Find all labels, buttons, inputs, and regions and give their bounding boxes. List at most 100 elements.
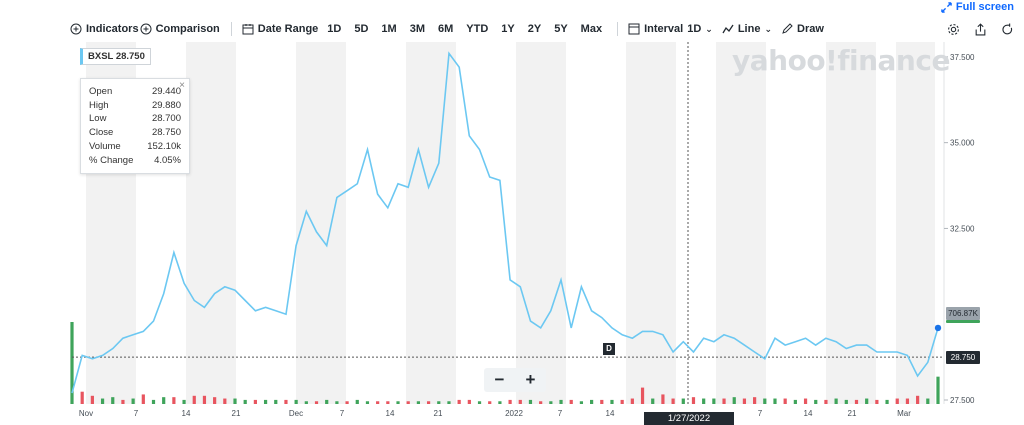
week-stripes bbox=[86, 42, 935, 404]
pencil-icon bbox=[782, 23, 793, 34]
volume-bar bbox=[182, 399, 186, 404]
zoom-in-button[interactable]: + bbox=[525, 370, 536, 389]
zoom-out-button[interactable]: − bbox=[494, 370, 505, 389]
x-tick-label: Dec bbox=[289, 409, 303, 418]
volume-bar bbox=[396, 401, 400, 404]
volume-bar bbox=[365, 401, 370, 404]
volume-bar bbox=[905, 398, 910, 404]
volume-bar bbox=[732, 397, 736, 404]
volume-bar bbox=[722, 398, 726, 404]
volume-bar bbox=[895, 398, 899, 404]
volume-bar bbox=[651, 398, 655, 404]
volume-bar bbox=[406, 401, 410, 404]
zoom-controls: − + bbox=[484, 368, 546, 392]
dividend-marker[interactable]: D bbox=[603, 343, 615, 355]
volume-bar bbox=[111, 397, 115, 404]
volume-bar bbox=[854, 399, 859, 404]
volume-bar bbox=[600, 399, 604, 404]
date-range-label: Date Range bbox=[257, 23, 319, 35]
volume-bar bbox=[294, 399, 298, 404]
range-3m[interactable]: 3M bbox=[409, 23, 425, 35]
volume-bar bbox=[345, 401, 349, 404]
full-screen-button[interactable]: Full screen bbox=[941, 0, 1014, 14]
volume-bar bbox=[304, 401, 308, 404]
volume-bar bbox=[742, 398, 747, 404]
range-1d[interactable]: 1D bbox=[327, 23, 342, 35]
volume-bar bbox=[498, 401, 502, 404]
x-tick-label: 7 bbox=[340, 409, 345, 418]
settings-gear-icon[interactable] bbox=[947, 23, 960, 36]
volume-bar bbox=[325, 399, 329, 404]
range-max[interactable]: Max bbox=[580, 23, 603, 35]
week-stripe bbox=[516, 42, 566, 404]
chart-type-dropdown[interactable]: Line ⌄ bbox=[722, 23, 772, 35]
volume-bar bbox=[162, 397, 166, 404]
volume-bar bbox=[100, 398, 105, 404]
volume-bar bbox=[875, 399, 879, 404]
x-axis-labels: Nov 7 14 21 Dec 7 14 21 2022 7 14 7 14 21 Mar bbox=[79, 409, 911, 418]
volume-bar bbox=[753, 397, 757, 404]
range-2y[interactable]: 2Y bbox=[527, 23, 542, 35]
volume-bar bbox=[213, 397, 217, 404]
draw-button[interactable]: Draw bbox=[781, 23, 824, 35]
range-1m[interactable]: 1M bbox=[381, 23, 397, 35]
last-volume-label: 706.87K bbox=[946, 307, 980, 320]
range-5y[interactable]: 5Y bbox=[554, 23, 568, 35]
date-range-button[interactable]: Date Range bbox=[242, 23, 319, 35]
x-tick-label: 7 bbox=[558, 409, 563, 418]
full-screen-label: Full screen bbox=[955, 1, 1014, 13]
calendar-icon bbox=[242, 24, 254, 35]
volume-bar bbox=[783, 398, 787, 404]
volume-bar bbox=[386, 401, 390, 404]
y-tick-label: 27.500 bbox=[950, 396, 975, 405]
indicators-button[interactable]: Indicators bbox=[70, 23, 139, 35]
volume-bar bbox=[151, 399, 156, 404]
volume-bar bbox=[569, 399, 573, 404]
comparison-button[interactable]: Comparison bbox=[140, 23, 220, 35]
comparison-label: Comparison bbox=[155, 23, 220, 35]
volume-bar bbox=[936, 376, 940, 404]
toolbar-divider bbox=[230, 22, 232, 36]
volume-bar bbox=[488, 401, 492, 404]
interval-icon bbox=[628, 23, 640, 35]
volume-bar bbox=[763, 398, 767, 404]
volume-bar bbox=[131, 398, 135, 404]
range-1y[interactable]: 1Y bbox=[501, 23, 515, 35]
x-tick-label: 21 bbox=[232, 409, 241, 418]
x-tick-label: 14 bbox=[182, 409, 191, 418]
range-6m[interactable]: 6M bbox=[437, 23, 454, 35]
range-5d[interactable]: 5D bbox=[354, 23, 369, 35]
volume-bar bbox=[457, 399, 461, 404]
crosshair-date-label: 1/27/2022 bbox=[644, 412, 734, 425]
week-stripe bbox=[186, 42, 236, 404]
interval-label: Interval bbox=[644, 23, 684, 35]
volume-bar bbox=[263, 399, 268, 404]
volume-bar bbox=[610, 399, 614, 404]
volume-bar bbox=[559, 399, 563, 404]
volume-bar bbox=[90, 395, 94, 404]
volume-bar bbox=[447, 401, 451, 404]
volume-bars bbox=[70, 322, 940, 404]
toolbar-right bbox=[947, 22, 1014, 36]
volume-bar bbox=[518, 399, 522, 404]
x-tick-label: 2022 bbox=[505, 409, 523, 418]
volume-bar bbox=[508, 399, 512, 404]
chart-type-label: Line bbox=[737, 23, 761, 35]
volume-bar bbox=[590, 399, 594, 404]
volume-bar bbox=[824, 399, 828, 404]
indicators-label: Indicators bbox=[86, 23, 139, 35]
volume-bar bbox=[121, 399, 125, 404]
volume-bar bbox=[681, 398, 685, 404]
reset-icon[interactable] bbox=[1001, 23, 1014, 36]
interval-dropdown[interactable]: Interval 1D ⌄ bbox=[628, 23, 713, 35]
volume-bar bbox=[620, 399, 624, 404]
volume-bar bbox=[926, 398, 930, 404]
chart-toolbar: Indicators Comparison Date Range 1D 5D 1… bbox=[70, 18, 1014, 40]
share-icon[interactable] bbox=[974, 22, 987, 36]
volume-bar bbox=[80, 391, 84, 404]
volume-bar bbox=[549, 401, 553, 404]
x-tick-label: 21 bbox=[848, 409, 857, 418]
volume-bar bbox=[579, 401, 584, 404]
range-ytd[interactable]: YTD bbox=[466, 23, 489, 35]
